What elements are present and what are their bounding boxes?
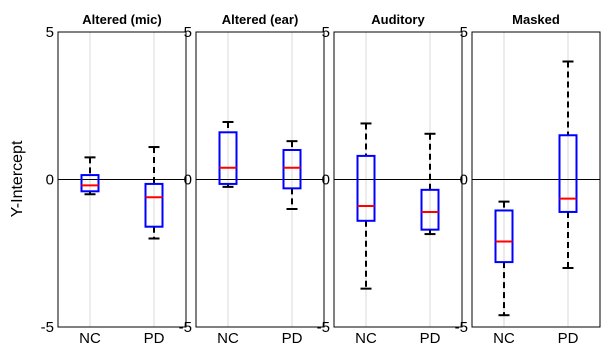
y-tick-label: 0: [46, 172, 54, 189]
x-tick-label-nc: NC: [79, 330, 101, 345]
box-pd: [558, 134, 578, 213]
y-tick-label: 0: [460, 172, 468, 189]
x-tick-label-nc: NC: [493, 330, 515, 345]
y-axis-label: Y-Intercept: [9, 140, 26, 217]
y-tick-label: 0: [322, 172, 330, 189]
panel-title: Masked: [512, 12, 560, 27]
plot-frame: [57, 31, 187, 328]
y-tick-label: 5: [46, 24, 54, 41]
x-tick-label-pd: PD: [420, 330, 441, 345]
panel-2: Altered (ear) 5 0 -5 NC PD: [179, 12, 325, 345]
x-tick-label-nc: NC: [217, 330, 239, 345]
y-tick-label: -5: [179, 319, 192, 336]
panel-title: Auditory: [371, 12, 425, 27]
y-tick-label: -5: [41, 319, 54, 336]
plot-frame: [471, 31, 601, 328]
y-tick-label: 5: [322, 24, 330, 41]
plot-frame: [195, 31, 325, 328]
box-nc: [80, 174, 100, 193]
panel-1: Altered (mic) 5 0 -5 NC PD: [41, 12, 187, 345]
panel-4: Masked 5 0 -5 NC PD: [455, 12, 601, 345]
x-tick-label-pd: PD: [282, 330, 303, 345]
x-tick-label-nc: NC: [355, 330, 377, 345]
box-pd: [282, 149, 302, 190]
panel-3: Auditory 5 0 -5 NC PD: [317, 12, 463, 345]
x-tick-label-pd: PD: [144, 330, 165, 345]
box-nc: [356, 154, 376, 222]
box-pd: [144, 182, 164, 228]
y-tick-label: 5: [460, 24, 468, 41]
panel-title: Altered (ear): [222, 12, 299, 27]
x-tick-label-pd: PD: [558, 330, 579, 345]
y-tick-label: -5: [455, 319, 468, 336]
box-nc: [494, 209, 514, 264]
y-tick-label: 5: [184, 24, 192, 41]
y-tick-label: 0: [184, 172, 192, 189]
plot-frame: [333, 31, 463, 328]
y-tick-label: -5: [317, 319, 330, 336]
box-pd: [420, 188, 440, 231]
panel-title: Altered (mic): [82, 12, 161, 27]
box-nc: [218, 131, 238, 185]
